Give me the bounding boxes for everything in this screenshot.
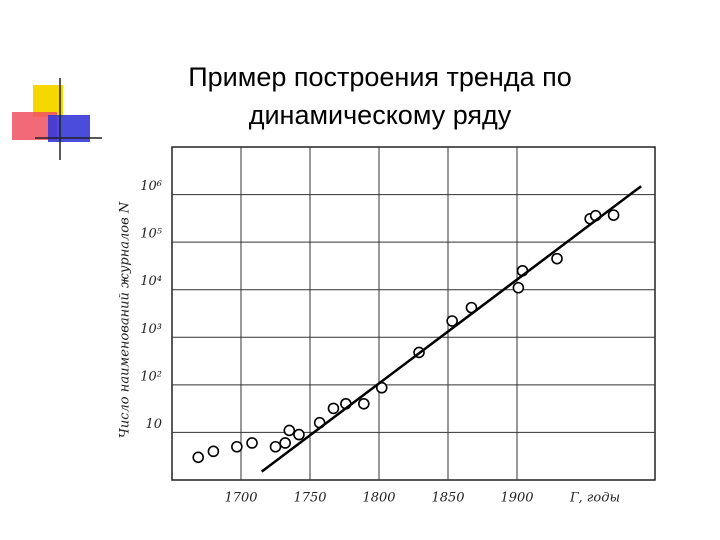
data-point: [327, 402, 340, 415]
data-point: [358, 397, 370, 410]
y-tick-label: 10³: [140, 322, 162, 337]
data-point: [283, 424, 296, 437]
x-axis-label: Г, годы: [569, 491, 620, 506]
data-point: [551, 252, 563, 265]
data-point: [293, 428, 305, 441]
y-axis-label: Число наименований журналов N: [118, 201, 133, 438]
slide-title: Пример построения тренда по динамическом…: [188, 62, 572, 130]
y-tick-label: 10⁵: [140, 227, 163, 242]
y-tick-label: 10⁴: [140, 274, 162, 289]
x-tick-label: 1850: [431, 491, 464, 506]
y-tick-label: 10⁶: [140, 179, 162, 194]
data-point: [246, 437, 258, 449]
plot-frame: [171, 146, 656, 481]
data-point: [607, 209, 620, 221]
y-tick-label: 10²: [140, 369, 162, 384]
data-point: [207, 445, 220, 458]
x-tick-label: 1750: [293, 491, 326, 506]
logo-yellow: [33, 85, 63, 117]
data-point: [446, 315, 458, 327]
y-tick-label: 10: [145, 417, 162, 432]
x-tick-label: 1700: [224, 491, 257, 506]
data-point: [231, 440, 243, 453]
x-tick-label: 1900: [500, 491, 533, 506]
x-tick-label: 1800: [362, 491, 395, 506]
data-point: [192, 451, 205, 464]
data-point: [512, 281, 525, 294]
data-point: [279, 437, 291, 449]
data-point: [269, 440, 282, 453]
trend-line: [260, 185, 642, 473]
